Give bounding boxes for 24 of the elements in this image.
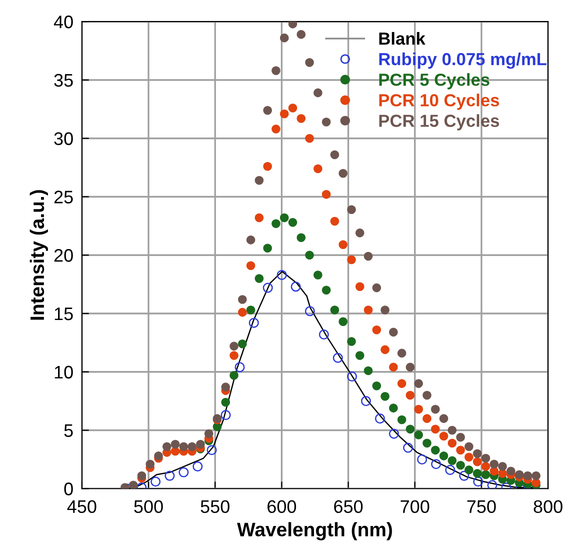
- y-tick-label: 35: [54, 74, 73, 87]
- text: Blank: [379, 32, 426, 45]
- x-tick-label: 800: [534, 500, 562, 513]
- x-axis-title: Wavelength (nm): [237, 522, 392, 540]
- x-tick-label: 700: [400, 500, 430, 513]
- x-tick-label: 450: [67, 500, 96, 513]
- legend-label: PCR 5 Cycles: [379, 73, 490, 90]
- x-tick-label: 650: [334, 500, 363, 513]
- legend-label: Rubipy 0.075 mg/mL: [379, 52, 546, 69]
- y-tick-label: 25: [54, 190, 73, 204]
- y-tick-label: 30: [54, 132, 73, 146]
- y-tick-label: 40: [54, 16, 73, 28]
- legend-label: PCR 15 Cycles: [379, 114, 500, 130]
- x-tick-label: 500: [134, 500, 163, 513]
- y-tick-label: 0: [64, 482, 73, 496]
- y-tick-label: 15: [54, 308, 73, 320]
- y-tick-label: 10: [54, 366, 73, 379]
- y-axis-title: Intensity (a.u.): [30, 190, 48, 320]
- x-tick-label: 600: [268, 500, 296, 513]
- x-tick-label: 750: [467, 500, 496, 513]
- legend-label: PCR 10 Cycles: [379, 94, 500, 110]
- x-tick-label: 550: [200, 500, 230, 513]
- y-tick-label: 5: [64, 424, 73, 437]
- y-tick-label: 20: [54, 249, 73, 262]
